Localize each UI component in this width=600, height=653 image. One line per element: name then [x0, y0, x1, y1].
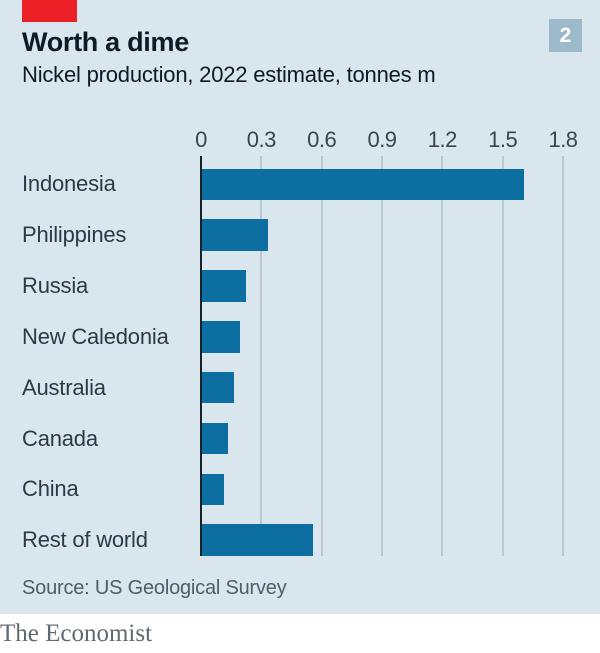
zero-axis-line: [200, 156, 202, 556]
x-tick-label: 0.9: [367, 127, 397, 152]
gridline: [260, 156, 263, 556]
bar-canada: [202, 422, 229, 455]
bar-chart: 0 0.3 0.6 0.9 1.2 1.5 1.8 Indonesia Philippines R…: [22, 127, 578, 556]
bar-indonesia: [202, 168, 524, 200]
chart-card: 2 Worth a dime Nickel production, 2022 e…: [0, 0, 600, 614]
bar-philippines: [202, 219, 269, 251]
publication-name: The Economist: [0, 620, 153, 647]
category-label-indonesia: Indonesia: [22, 171, 116, 197]
bar-rest-of-world: [202, 524, 313, 556]
gridline: [320, 156, 323, 556]
bar-australia: [202, 371, 235, 404]
gridline: [501, 156, 504, 556]
bar-russia: [202, 270, 247, 302]
x-tick-label: 0.6: [307, 127, 337, 152]
x-tick-label: 0.3: [246, 127, 277, 152]
gridline: [562, 156, 564, 556]
economist-red-tab: [22, 0, 77, 22]
x-tick-label: 1.2: [427, 127, 458, 152]
chart-subtitle: Nickel production, 2022 estimate, tonnes…: [22, 62, 436, 87]
x-tick-label: 0: [195, 127, 207, 152]
gridline: [381, 156, 383, 556]
chart-title: Worth a dime: [22, 27, 189, 57]
source-note: Source: US Geological Survey: [22, 577, 287, 599]
category-label-russia: Russia: [22, 272, 89, 298]
x-tick-label: 1.8: [548, 127, 578, 152]
category-label-australia: Australia: [22, 374, 106, 400]
category-label-canada: Canada: [22, 425, 98, 451]
category-label-china: China: [22, 476, 79, 502]
category-label-rest-of-world: Rest of world: [22, 527, 148, 553]
bar-new-caledonia: [202, 321, 241, 353]
figure-number-badge: 2: [549, 19, 582, 52]
category-label-philippines: Philippines: [22, 222, 127, 248]
bar-china: [202, 473, 225, 506]
x-tick-label: 1.5: [488, 127, 518, 152]
category-label-new-caledonia: New Caledonia: [22, 323, 169, 349]
gridline: [441, 156, 444, 556]
